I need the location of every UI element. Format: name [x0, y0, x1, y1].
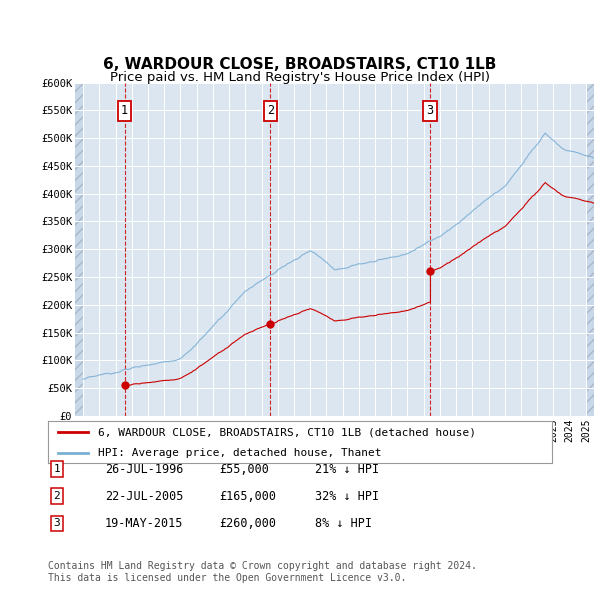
Text: 6, WARDOUR CLOSE, BROADSTAIRS, CT10 1LB: 6, WARDOUR CLOSE, BROADSTAIRS, CT10 1LB — [103, 57, 497, 73]
Text: Price paid vs. HM Land Registry's House Price Index (HPI): Price paid vs. HM Land Registry's House … — [110, 71, 490, 84]
Text: 8% ↓ HPI: 8% ↓ HPI — [315, 517, 372, 530]
Text: Contains HM Land Registry data © Crown copyright and database right 2024.
This d: Contains HM Land Registry data © Crown c… — [48, 561, 477, 583]
Text: 32% ↓ HPI: 32% ↓ HPI — [315, 490, 379, 503]
Text: £165,000: £165,000 — [219, 490, 276, 503]
Text: £260,000: £260,000 — [219, 517, 276, 530]
Text: 6, WARDOUR CLOSE, BROADSTAIRS, CT10 1LB (detached house): 6, WARDOUR CLOSE, BROADSTAIRS, CT10 1LB … — [98, 427, 476, 437]
Text: 2: 2 — [53, 491, 61, 501]
Text: 3: 3 — [427, 104, 433, 117]
Text: HPI: Average price, detached house, Thanet: HPI: Average price, detached house, Than… — [98, 448, 382, 458]
Text: 3: 3 — [53, 519, 61, 528]
Text: 21% ↓ HPI: 21% ↓ HPI — [315, 463, 379, 476]
Text: £55,000: £55,000 — [219, 463, 269, 476]
Text: 19-MAY-2015: 19-MAY-2015 — [105, 517, 184, 530]
Text: 2: 2 — [267, 104, 274, 117]
Text: 22-JUL-2005: 22-JUL-2005 — [105, 490, 184, 503]
Text: 1: 1 — [121, 104, 128, 117]
Text: 1: 1 — [53, 464, 61, 474]
Text: 26-JUL-1996: 26-JUL-1996 — [105, 463, 184, 476]
